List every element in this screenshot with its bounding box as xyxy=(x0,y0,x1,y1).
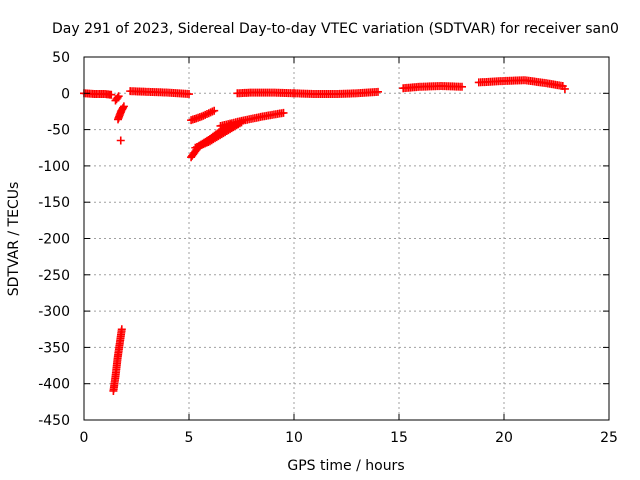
data-point xyxy=(185,90,193,99)
data-point xyxy=(197,112,206,121)
chart-title: Day 291 of 2023, Sidereal Day-to-day VTE… xyxy=(52,21,619,37)
y-tick-label: -350 xyxy=(38,340,70,356)
y-tick-label: -450 xyxy=(38,413,70,429)
y-tick-label: -400 xyxy=(38,377,70,393)
data-point xyxy=(114,92,123,101)
x-tick-label: 10 xyxy=(285,430,303,446)
y-tick-label: -200 xyxy=(38,232,70,248)
data-point xyxy=(199,111,208,120)
x-tick-label: 5 xyxy=(185,430,194,446)
grid-lines xyxy=(84,57,609,420)
axes: 0 5 10 15 20 25 50 0 -50 -100 -150 -200 -250 -300 -350… xyxy=(38,50,618,446)
data-point xyxy=(119,103,128,112)
x-tick-label: 15 xyxy=(390,430,408,446)
y-tick-label: -250 xyxy=(38,268,70,284)
data-point xyxy=(116,136,125,145)
data-point xyxy=(119,102,128,111)
y-tick-label: -100 xyxy=(38,159,70,175)
x-tick-label: 20 xyxy=(495,430,513,446)
data-point xyxy=(208,107,217,116)
data-point xyxy=(458,82,466,91)
x-tick-label: 0 xyxy=(80,430,89,446)
x-axis-label: GPS time / hours xyxy=(287,458,404,474)
y-tick-label: 50 xyxy=(52,50,70,66)
data-point xyxy=(279,108,288,117)
y-tick-label: -50 xyxy=(47,123,70,139)
data-point xyxy=(210,106,219,115)
data-point xyxy=(560,84,569,93)
data-point xyxy=(206,108,215,117)
y-tick-label: -150 xyxy=(38,195,70,211)
y-axis-label: SDTVAR / TECUs xyxy=(6,182,22,297)
data-point xyxy=(107,90,116,99)
data-point xyxy=(117,325,126,334)
x-tick-label: 25 xyxy=(600,430,618,446)
data-point xyxy=(203,110,211,119)
data-points xyxy=(80,76,569,395)
data-point xyxy=(374,87,382,96)
y-tick-label: 0 xyxy=(61,86,70,102)
data-point xyxy=(201,110,210,119)
y-tick-label: -300 xyxy=(38,304,70,320)
data-point xyxy=(204,109,213,118)
data-point xyxy=(113,93,122,102)
